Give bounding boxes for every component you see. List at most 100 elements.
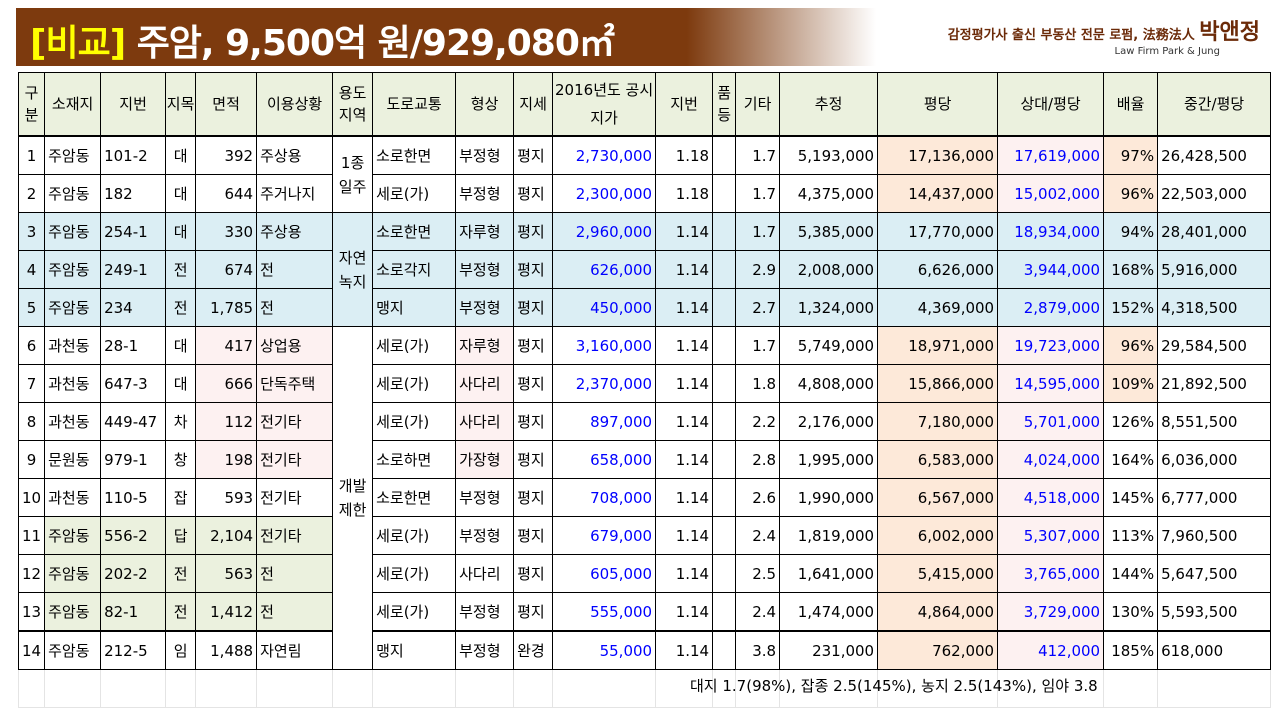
cell: 전기타 (256, 440, 334, 479)
cell: 세로(가) (372, 364, 457, 403)
cell: 249-1 (100, 250, 167, 289)
cell: 3,944,000 (997, 250, 1105, 289)
cell: 3,729,000 (997, 592, 1105, 632)
cell: 8,551,500 (1157, 402, 1272, 441)
cell: 112 (195, 402, 258, 441)
table-row: 7 과천동 647-3 대 666 단독주택 세로(가) 사다리 평지 2,370,000 1.14… (17, 364, 1272, 403)
cell: 6,583,000 (877, 440, 999, 479)
cell: 144% (1103, 554, 1159, 593)
cell: 소로각지 (372, 250, 457, 289)
column-header: 구분 (17, 72, 46, 137)
cell: 15,866,000 (877, 364, 999, 403)
cell: 사다리 (455, 364, 515, 403)
table-row: 13 주암동 82-1 전 1,412 전 세로(가) 부정형 평지 555,000 1.14 2.4… (17, 592, 1272, 632)
zoning-cell: 1종 일주 (332, 135, 374, 213)
cell: 부정형 (455, 174, 515, 213)
cell: 1.7 (735, 212, 781, 251)
cell: 과천동 (44, 364, 102, 403)
cell: 대 (165, 212, 197, 251)
cell: 3,160,000 (552, 326, 657, 365)
cell: 2.4 (735, 516, 781, 555)
column-header: 지번 (655, 72, 714, 137)
table-row: 14 주암동 212-5 임 1,488 자연림 맹지 부정형 완경 55,000 1.14 3.8 2… (17, 630, 1272, 670)
cell: 2,008,000 (779, 250, 879, 289)
table-row: 9 문원동 979-1 창 198 전기타 소로하면 가장형 평지 658,000 1.14 2.8 1… (17, 440, 1272, 479)
cell: 평지 (513, 402, 554, 441)
cell: 130% (1103, 592, 1159, 632)
empty-cell (712, 669, 737, 708)
cell (712, 212, 737, 251)
cell: 평지 (513, 554, 554, 593)
cell: 5,593,500 (1157, 592, 1272, 632)
cell: 647-3 (100, 364, 167, 403)
cell: 10 (17, 478, 46, 517)
cell: 5 (17, 288, 46, 327)
cell: 전기타 (256, 478, 334, 517)
cell: 1,412 (195, 592, 258, 632)
cell: 4,808,000 (779, 364, 879, 403)
cell: 전 (165, 250, 197, 289)
cell: 17,619,000 (997, 135, 1105, 175)
cell: 창 (165, 440, 197, 479)
cell: 대 (165, 326, 197, 365)
cell: 145% (1103, 478, 1159, 517)
zoning-cell: 개발 제한 (332, 326, 374, 670)
cell: 5,307,000 (997, 516, 1105, 555)
cell: 4,375,000 (779, 174, 879, 213)
cell: 2.2 (735, 402, 781, 441)
cell: 593 (195, 478, 258, 517)
empty-cell (195, 669, 258, 708)
cell: 6,777,000 (1157, 478, 1272, 517)
column-header: 용도지역 (332, 72, 374, 137)
cell: 82-1 (100, 592, 167, 632)
cell: 전 (256, 250, 334, 289)
cell: 전기타 (256, 516, 334, 555)
cell: 7 (17, 364, 46, 403)
cell: 330 (195, 212, 258, 251)
cell: 5,701,000 (997, 402, 1105, 441)
cell: 1.14 (655, 478, 714, 517)
cell: 5,916,000 (1157, 250, 1272, 289)
cell: 658,000 (552, 440, 657, 479)
cell: 26,428,500 (1157, 135, 1272, 175)
cell: 주암동 (44, 288, 102, 327)
cell: 과천동 (44, 326, 102, 365)
cell: 주암동 (44, 592, 102, 632)
cell: 세로(가) (372, 592, 457, 632)
cell: 주암동 (44, 250, 102, 289)
cell: 126% (1103, 402, 1159, 441)
cell (712, 478, 737, 517)
cell: 29,584,500 (1157, 326, 1272, 365)
column-header: 지번 (100, 72, 167, 137)
cell: 1.14 (655, 364, 714, 403)
cell: 13 (17, 592, 46, 632)
cell: 세로(가) (372, 402, 457, 441)
cell: 212-5 (100, 630, 167, 670)
cell: 644 (195, 174, 258, 213)
table-row: 8 과천동 449-47 차 112 전기타 세로(가) 사다리 평지 897,000 1.14 2.… (17, 402, 1272, 441)
cell (712, 592, 737, 632)
column-header: 지목 (165, 72, 197, 137)
cell: 4,318,500 (1157, 288, 1272, 327)
cell: 사다리 (455, 554, 515, 593)
cell: 소로한면 (372, 135, 457, 175)
empty-cell (455, 669, 515, 708)
empty-cell (1103, 669, 1159, 708)
cell: 1.14 (655, 288, 714, 327)
cell: 1,990,000 (779, 478, 879, 517)
column-header: 평당 (877, 72, 999, 137)
cell: 1.8 (735, 364, 781, 403)
firm-logo: 감정평가사 출신 부동산 전문 로펌, 法務法人 박앤정 Law Firm Pa… (947, 20, 1260, 57)
cell (712, 288, 737, 327)
cell: 평지 (513, 174, 554, 213)
cell: 5,647,500 (1157, 554, 1272, 593)
table-row: 1 주암동 101-2 대 392 주상용 1종 일주 소로한면 부정형 평지 2,730,000 1… (17, 135, 1272, 213)
empty-cell (735, 669, 781, 708)
cell: 708,000 (552, 478, 657, 517)
cell: 주상용 (256, 135, 334, 175)
cell: 3 (17, 212, 46, 251)
table-row: 3 주암동 254-1 대 330 주상용 자연 녹지 소로한면 자루형 평지 2,960,000 1… (17, 212, 1272, 327)
cell: 전 (256, 288, 334, 327)
column-header: 지세 (513, 72, 554, 137)
cell: 세로(가) (372, 326, 457, 365)
